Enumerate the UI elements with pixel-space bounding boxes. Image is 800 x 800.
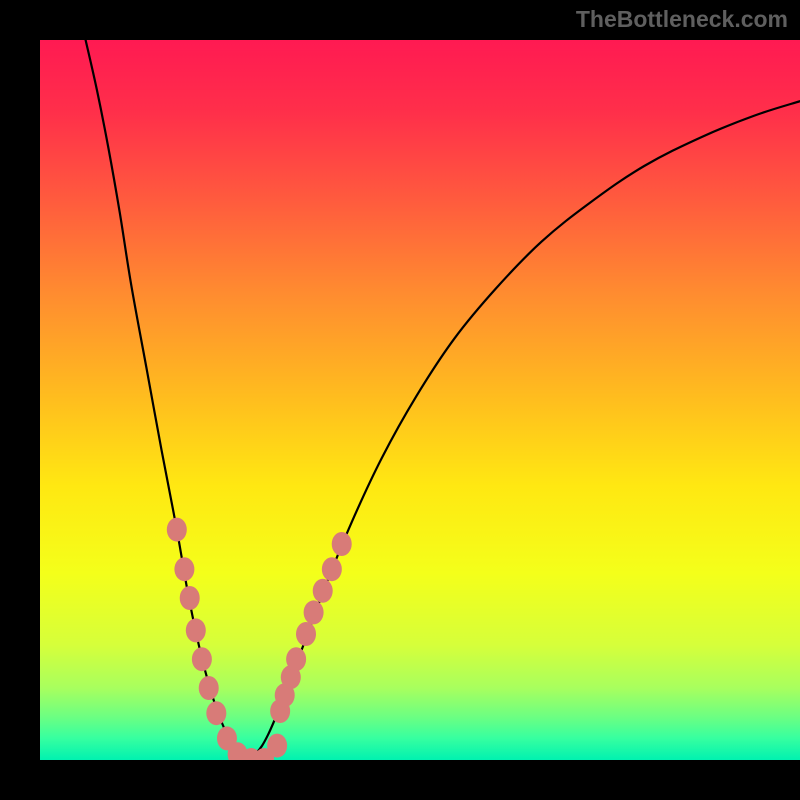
marker-point (206, 701, 226, 725)
gradient-background (40, 40, 800, 760)
marker-point (167, 518, 187, 542)
marker-point (332, 532, 352, 556)
chart-svg (40, 40, 800, 760)
marker-point (267, 734, 287, 758)
watermark-text: TheBottleneck.com (576, 6, 788, 33)
marker-point (286, 647, 306, 671)
marker-point (186, 618, 206, 642)
marker-point (322, 557, 342, 581)
marker-point (304, 600, 324, 624)
marker-point (199, 676, 219, 700)
marker-point (192, 647, 212, 671)
marker-point (174, 557, 194, 581)
marker-point (180, 586, 200, 610)
chart-plot-area (40, 40, 800, 760)
marker-point (296, 622, 316, 646)
marker-point (313, 579, 333, 603)
